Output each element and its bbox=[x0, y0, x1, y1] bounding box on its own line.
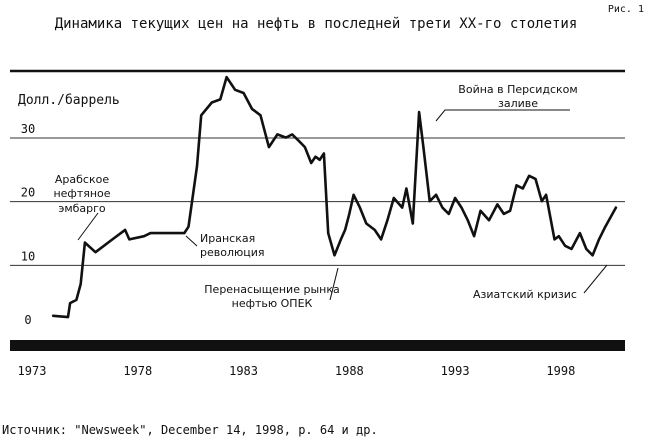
y-tick-label: 20 bbox=[21, 186, 35, 200]
annotation-iranian-revolution: Иранская революция bbox=[185, 232, 265, 259]
annotation-line: Арабское bbox=[55, 173, 109, 186]
annotation-gulf-war: Война в Персидском заливе bbox=[435, 83, 578, 122]
y-tick-label: 30 bbox=[21, 122, 35, 136]
x-tick-label: 1993 bbox=[441, 364, 470, 378]
y-tick-label: 0 bbox=[24, 313, 31, 327]
annotation-arab-embargo: Арабское нефтяное эмбарго bbox=[53, 173, 111, 241]
x-axis-bar bbox=[10, 340, 625, 351]
annotation-line: Иранская bbox=[200, 232, 255, 245]
annotation-line: нефтью ОПЕК bbox=[232, 297, 313, 310]
x-tick-label: 1978 bbox=[123, 364, 152, 378]
y-tick-labels: 0 10 20 30 bbox=[21, 122, 35, 327]
annotation-pointer bbox=[185, 235, 198, 247]
y-tick-label: 10 bbox=[21, 249, 35, 263]
annotation-line: нефтяное bbox=[53, 187, 110, 200]
x-tick-label: 1988 bbox=[335, 364, 364, 378]
annotation-pointer bbox=[77, 212, 99, 241]
annotation-line: Перенасыщение рынка bbox=[204, 283, 339, 296]
series-line bbox=[51, 75, 618, 319]
annotation-pointer bbox=[583, 264, 608, 294]
x-tick-labels: 1973 1978 1983 1988 1993 1998 bbox=[18, 364, 576, 378]
grid-lines bbox=[10, 137, 625, 266]
annotation-pointer bbox=[329, 267, 339, 301]
x-tick-label: 1998 bbox=[546, 364, 575, 378]
x-tick-label: 1983 bbox=[229, 364, 258, 378]
annotation-opec-glut: Перенасыщение рынка нефтью ОПЕК bbox=[204, 267, 340, 310]
x-tick-label: 1973 bbox=[18, 364, 47, 378]
annotation-line: заливе bbox=[498, 97, 538, 110]
annotation-line: эмбарго bbox=[58, 202, 106, 215]
annotation-line: революция bbox=[200, 246, 265, 259]
annotation-pointer bbox=[435, 109, 570, 122]
annotation-asian-crisis: Азиатский кризис bbox=[473, 264, 608, 301]
y-axis-label: Долл./баррель bbox=[18, 93, 120, 108]
source-note: Источник: "Newsweek", December 14, 1998,… bbox=[2, 423, 378, 437]
figure-label: Рис. 1 bbox=[608, 4, 644, 15]
annotation-line: Азиатский кризис bbox=[473, 288, 577, 301]
chart-title: Динамика текущих цен на нефть в последне… bbox=[55, 16, 578, 32]
annotation-line: Война в Персидском bbox=[458, 83, 577, 96]
